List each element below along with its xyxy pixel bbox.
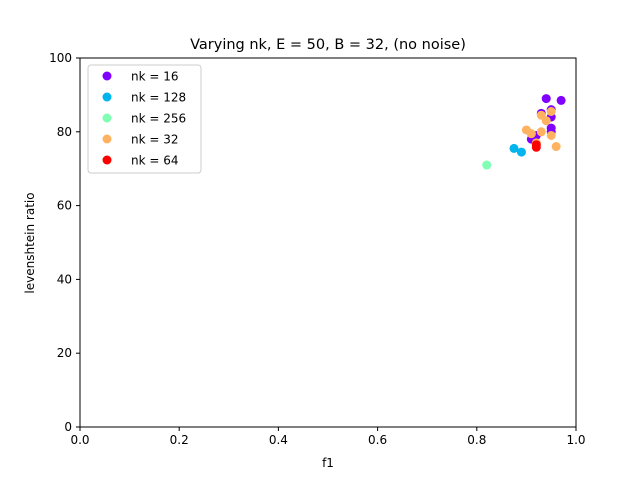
data-point bbox=[526, 129, 536, 139]
legend-marker bbox=[102, 71, 112, 81]
y-tick-label: 100 bbox=[49, 51, 72, 65]
legend-label: nk = 16 bbox=[131, 70, 179, 84]
x-tick-label: 1.0 bbox=[566, 433, 585, 447]
y-axis-label: levenshtein ratio bbox=[23, 192, 37, 293]
axes-frame bbox=[79, 57, 577, 428]
series-nk-128 bbox=[509, 143, 526, 157]
legend-marker bbox=[102, 134, 112, 144]
y-tick-label: 0 bbox=[64, 420, 72, 434]
y-tick-label: 60 bbox=[57, 199, 72, 213]
legend-box bbox=[87, 64, 202, 174]
x-tick-label: 0.4 bbox=[269, 433, 288, 447]
y-tick-label: 80 bbox=[57, 125, 72, 139]
data-point bbox=[546, 107, 556, 117]
x-tick-label: 0.2 bbox=[170, 433, 189, 447]
series-nk-64 bbox=[531, 140, 541, 152]
x-axis-label: f1 bbox=[322, 456, 334, 470]
legend-marker bbox=[102, 113, 112, 123]
legend-label: nk = 64 bbox=[131, 154, 179, 168]
legend-marker bbox=[102, 155, 112, 165]
data-point bbox=[531, 142, 541, 152]
chart-title: Varying nk, E = 50, B = 32, (no noise) bbox=[190, 37, 466, 53]
plot-area: 0.0 0.2 0.4 0.6 0.8 1.0 0 20 40 60 80 100 bbox=[49, 51, 585, 447]
legend-label: nk = 32 bbox=[131, 133, 179, 147]
x-tick-label: 0.0 bbox=[70, 433, 89, 447]
legend: nk = 16 nk = 128 nk = 256 nk = 32 nk = 64 bbox=[87, 64, 202, 174]
legend-label: nk = 256 bbox=[131, 112, 186, 126]
legend-label: nk = 128 bbox=[131, 91, 186, 105]
data-point bbox=[546, 130, 556, 140]
data-point bbox=[509, 143, 519, 153]
data-point bbox=[536, 127, 546, 137]
data-point bbox=[541, 116, 551, 126]
series-nk-32 bbox=[521, 107, 561, 152]
data-point bbox=[482, 160, 492, 170]
data-point bbox=[551, 142, 561, 152]
data-point bbox=[541, 94, 551, 104]
y-tick-label: 20 bbox=[57, 346, 72, 360]
x-tick-label: 0.8 bbox=[467, 433, 486, 447]
y-tick-label: 40 bbox=[57, 272, 72, 286]
series-nk-256 bbox=[482, 160, 492, 170]
legend-marker bbox=[102, 92, 112, 102]
data-point bbox=[556, 95, 566, 105]
x-tick-label: 0.6 bbox=[368, 433, 387, 447]
data-point bbox=[516, 147, 526, 157]
